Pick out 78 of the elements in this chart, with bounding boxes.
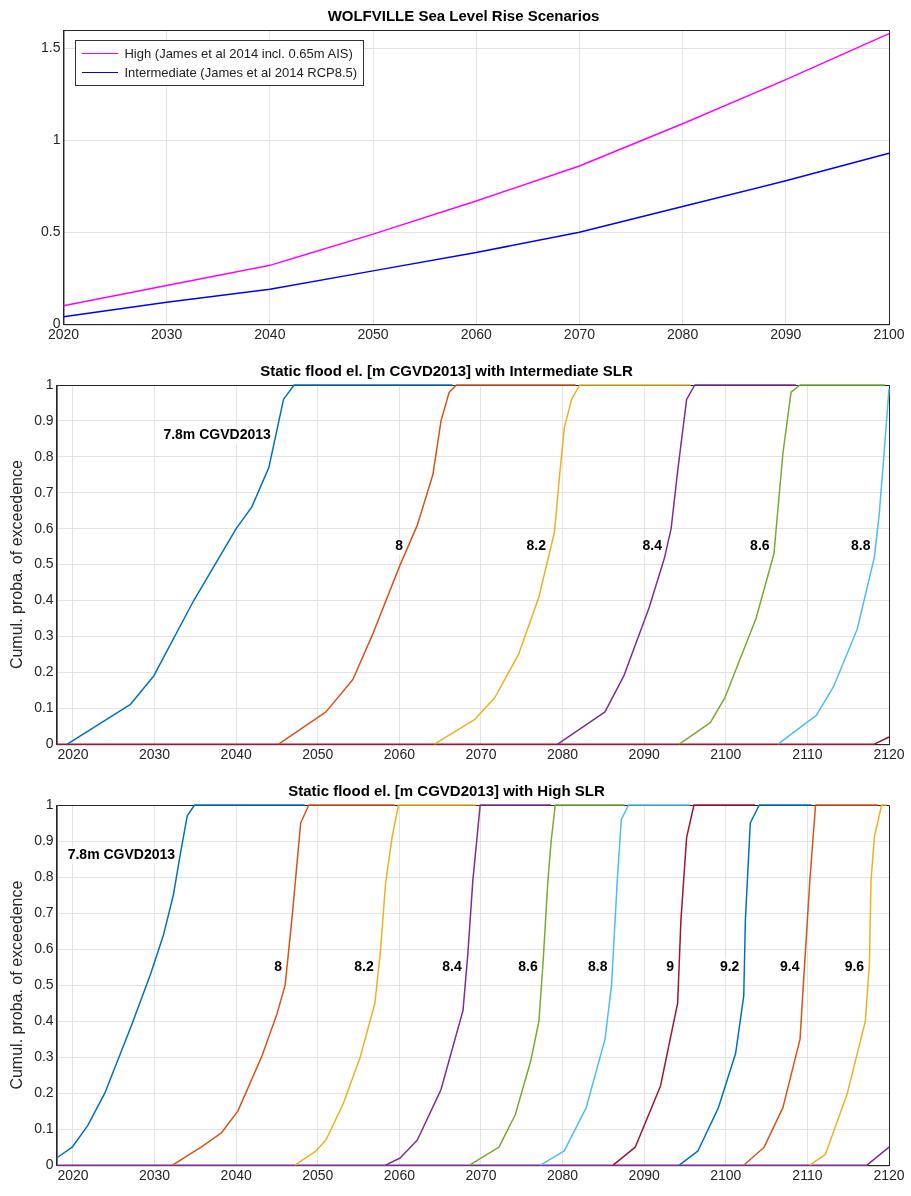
x-tick-label: 2090 <box>770 326 802 343</box>
y-tick-label: 0.1 <box>34 1120 54 1137</box>
chart-title: Static flood el. [m CGVD2013] with Intermediate SLR <box>260 362 633 380</box>
y-tick-label: 0.2 <box>34 1084 54 1101</box>
series-label: 9.6 <box>844 957 865 974</box>
y-tick-label: 1 <box>52 131 61 148</box>
y-tick-label: 0.5 <box>34 975 54 992</box>
x-tick-label: 2040 <box>254 326 286 343</box>
x-tick-label: 2120 <box>873 746 905 763</box>
x-tick-label: 2030 <box>151 326 183 343</box>
legend-label: Intermediate (James et al 2014 RCP8.5) <box>124 65 358 80</box>
y-tick-label: 0.8 <box>34 867 54 884</box>
series-label: 8.2 <box>526 537 547 554</box>
x-tick-label: 2100 <box>873 326 905 343</box>
y-tick-label: 0.7 <box>34 903 54 920</box>
y-tick-label: 0.7 <box>34 483 54 500</box>
series-label: 8.4 <box>642 537 663 554</box>
x-tick-label: 2040 <box>220 746 252 763</box>
y-axis-title: Cumul. proba. of exceedence <box>8 880 26 1090</box>
series-label: 8 <box>274 957 283 974</box>
x-tick-label: 2110 <box>792 1167 823 1184</box>
x-tick-label: 2060 <box>460 326 493 343</box>
legend-label: High (James et al 2014 incl. 0.65m AIS) <box>124 46 353 61</box>
x-tick-label: 2080 <box>667 326 699 343</box>
x-tick-label: 2050 <box>302 746 334 763</box>
y-tick-label: 0.9 <box>34 831 54 848</box>
x-tick-label: 2100 <box>710 1167 742 1184</box>
y-tick-label: 0.2 <box>34 663 54 680</box>
x-tick-label: 2020 <box>57 746 89 763</box>
series-label: 8.2 <box>354 957 374 974</box>
series-label: 7.8m CGVD2013 <box>163 426 271 443</box>
y-tick-label: 0.6 <box>34 939 54 956</box>
series-label: 8.8 <box>851 537 871 554</box>
x-tick-label: 2110 <box>792 746 823 763</box>
y-tick-label: 0.5 <box>34 555 54 572</box>
x-tick-label: 2060 <box>383 746 416 763</box>
y-tick-label: 0.9 <box>34 411 54 428</box>
x-tick-label: 2070 <box>465 1167 497 1184</box>
x-tick-label: 2080 <box>547 1167 579 1184</box>
y-tick-label: 0.6 <box>34 519 54 536</box>
chart-title: WOLFVILLE Sea Level Rise Scenarios <box>327 7 600 25</box>
y-tick-label: 0.4 <box>34 591 54 608</box>
y-tick-label: 0.3 <box>34 1048 54 1064</box>
series-label: 8.4 <box>442 957 462 974</box>
y-tick-label: 0 <box>45 1156 54 1173</box>
y-tick-label: 0.1 <box>34 699 54 716</box>
x-tick-label: 2030 <box>139 746 171 763</box>
series-label: 9.2 <box>719 957 740 974</box>
y-tick-label: 0.4 <box>34 1011 54 1028</box>
y-tick-label: 0.8 <box>34 447 54 464</box>
x-tick-label: 2050 <box>302 1167 334 1184</box>
y-tick-label: 0 <box>45 735 54 752</box>
series-label: 7.8m CGVD2013 <box>67 846 176 863</box>
x-tick-label: 2070 <box>465 746 497 763</box>
series-label: 8.8 <box>588 957 608 974</box>
x-tick-label: 2060 <box>383 1167 416 1184</box>
x-tick-label: 2020 <box>57 1167 89 1184</box>
x-tick-label: 2080 <box>547 746 579 763</box>
x-tick-label: 2070 <box>563 326 596 343</box>
y-axis-title: Cumul. proba. of exceedence <box>8 459 26 670</box>
x-tick-label: 2090 <box>628 1167 660 1184</box>
y-tick-label: 1.5 <box>40 39 61 56</box>
y-tick-label: 1 <box>45 375 54 392</box>
y-tick-label: 1 <box>45 795 54 812</box>
y-tick-label: 0.3 <box>34 627 54 644</box>
x-tick-label: 2040 <box>220 1167 252 1184</box>
series-label: 8.6 <box>518 957 538 974</box>
series-label: 9.4 <box>779 957 800 974</box>
x-tick-label: 2050 <box>357 326 389 343</box>
x-tick-label: 2100 <box>710 746 742 763</box>
series-label: 8 <box>395 537 404 554</box>
series-label: 9 <box>666 957 675 974</box>
x-tick-label: 2090 <box>628 746 660 763</box>
series-label: 8.6 <box>750 537 770 554</box>
x-tick-label: 2120 <box>873 1167 905 1184</box>
chart-title: Static flood el. [m CGVD2013] with High SLR <box>288 782 606 800</box>
x-tick-label: 2030 <box>139 1167 171 1184</box>
y-tick-label: 0.5 <box>40 223 61 240</box>
